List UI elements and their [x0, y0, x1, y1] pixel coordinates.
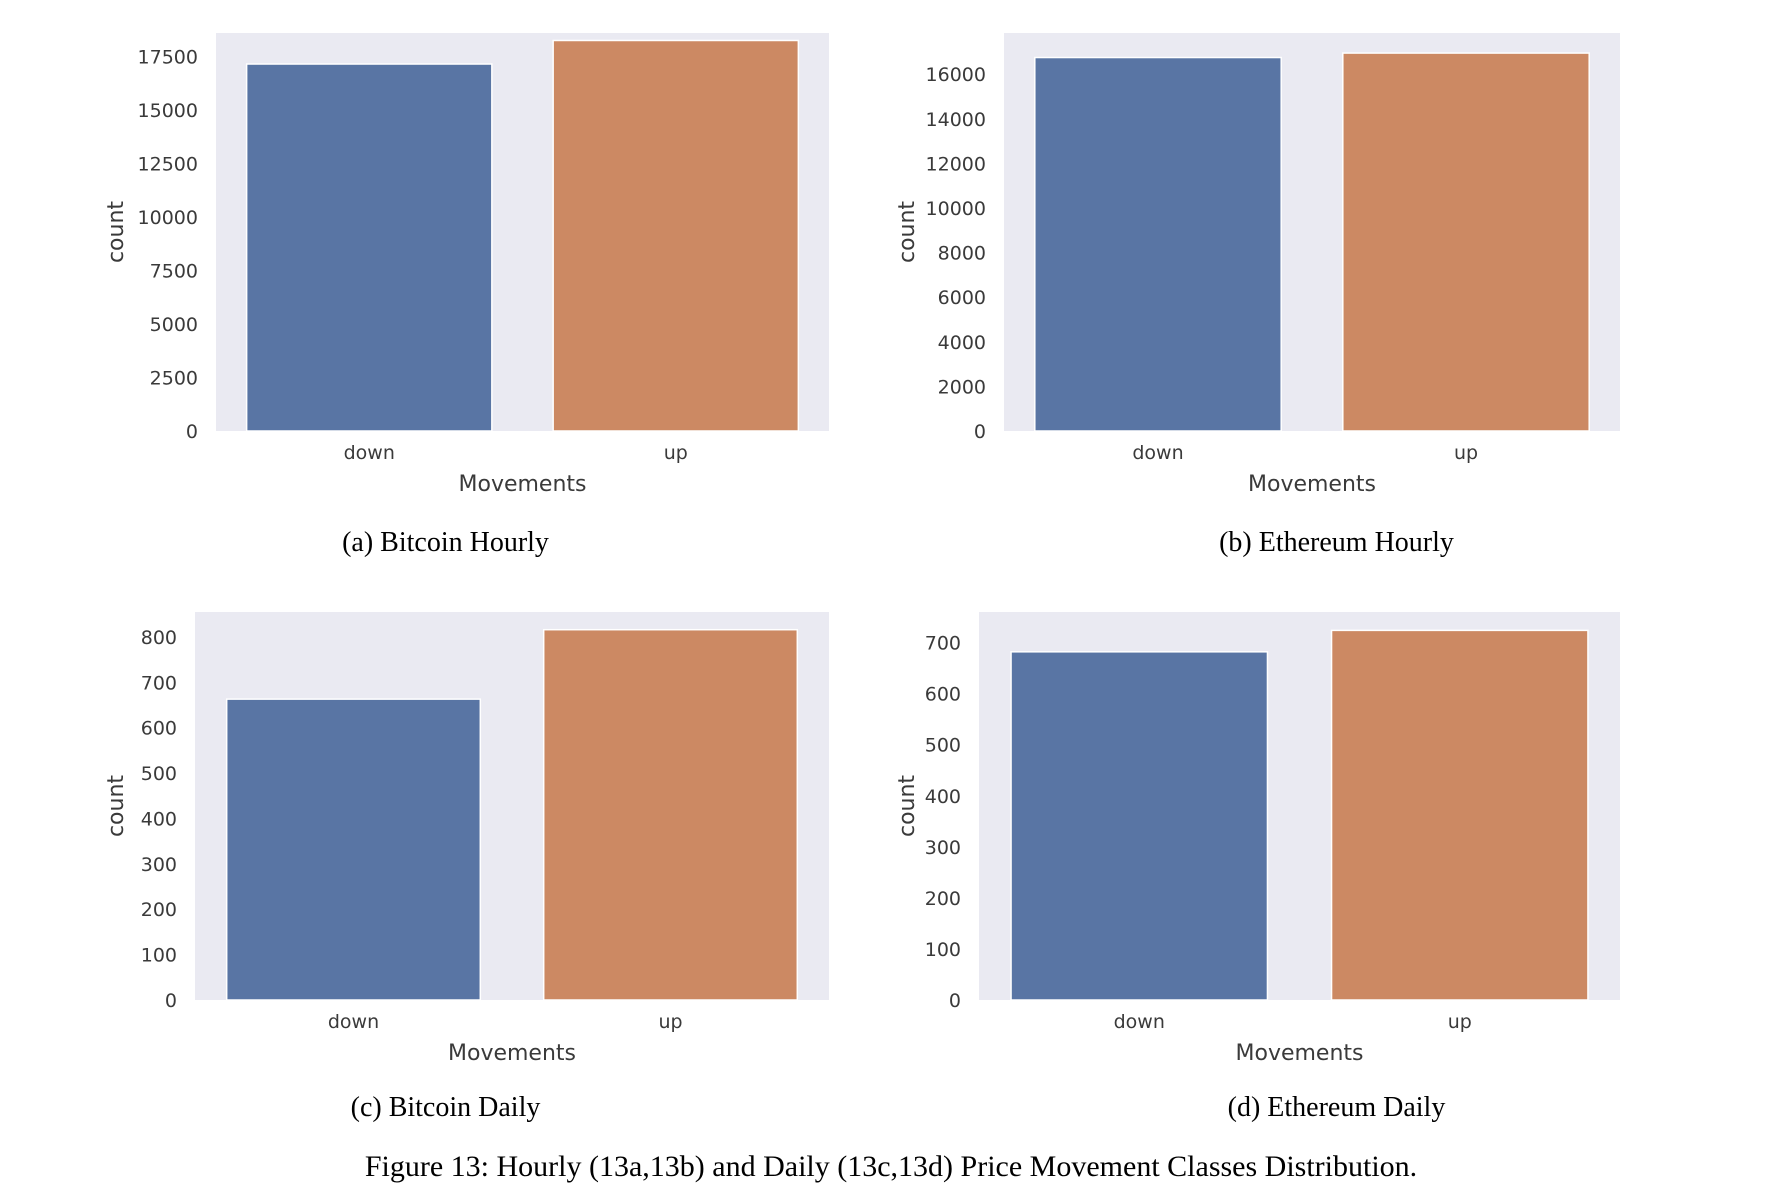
bar-up [542, 628, 799, 1001]
chart-svg-c: down up 0 100 200 300 400 500 600 700 800 Movements… [104, 612, 829, 1066]
y-tick-label: 7500 [150, 261, 198, 283]
y-tick-label: 400 [141, 808, 177, 830]
x-axis-label: Movements [1236, 1041, 1364, 1066]
bar-up [552, 39, 800, 432]
y-tick-label: 14000 [926, 109, 986, 131]
x-axis-label: Movements [448, 1041, 576, 1066]
y-tick-label: 5000 [150, 314, 198, 336]
y-tick-label: 17500 [138, 47, 198, 69]
y-tick-label: 10000 [138, 207, 198, 229]
x-axis-label: Movements [1248, 472, 1376, 497]
y-tick-label: 500 [925, 735, 961, 757]
x-tick-label-down: down [328, 1011, 379, 1033]
y-tick-label: 8000 [938, 243, 986, 265]
x-tick-label-down: down [1132, 442, 1183, 464]
y-tick-label: 300 [141, 854, 177, 876]
y-tick-label: 4000 [938, 332, 986, 354]
caption-b: (b) Ethereum Hourly [1219, 527, 1454, 558]
y-tick-label: 2500 [150, 368, 198, 390]
y-tick-label: 15000 [138, 100, 198, 122]
y-tick-label: 16000 [926, 64, 986, 86]
y-tick-label: 800 [141, 627, 177, 649]
y-tick-label: 12000 [926, 153, 986, 175]
bar-down [245, 63, 493, 432]
y-tick-label: 700 [141, 672, 177, 694]
bar-down [1034, 56, 1282, 432]
chart-panel-bitcoin-daily: down up 0 100 200 300 400 500 600 700 800 Movements… [0, 570, 891, 1140]
y-tick-label: 10000 [926, 198, 986, 220]
bar-up [1342, 52, 1590, 432]
x-axis-label: Movements [459, 472, 587, 497]
chart-panel-ethereum-hourly: down up 0 2000 4000 6000 8000 10000 12000 14000 16… [891, 0, 1782, 570]
chart-svg-d: down up 0 100 200 300 400 500 600 700 Movements cou… [895, 612, 1620, 1066]
y-axis-label: count [104, 775, 129, 837]
y-axis-label: count [104, 201, 129, 263]
x-tick-label-up: up [658, 1011, 682, 1033]
caption-a: (a) Bitcoin Hourly [342, 527, 549, 558]
x-tick-label-down: down [344, 442, 395, 464]
y-tick-label: 400 [925, 786, 961, 808]
y-tick-label: 12500 [138, 154, 198, 176]
y-tick-label: 500 [141, 763, 177, 785]
chart-svg-a: down up 0 2500 5000 7500 10000 12500 15000 17500 M… [104, 33, 829, 497]
figure-caption: Figure 13: Hourly (13a,13b) and Daily (1… [364, 1150, 1418, 1183]
x-tick-label-up: up [1448, 1011, 1472, 1033]
x-tick-label-up: up [1454, 442, 1478, 464]
chart-panel-bitcoin-hourly: down up 0 2500 5000 7500 10000 12500 15000 17500 M… [0, 0, 891, 570]
y-tick-label: 0 [949, 990, 961, 1012]
chart-svg-b: down up 0 2000 4000 6000 8000 10000 12000 14000 16… [895, 33, 1620, 497]
y-tick-label: 2000 [938, 376, 986, 398]
caption-d: (d) Ethereum Daily [1227, 1092, 1446, 1123]
bar-down [225, 698, 482, 1001]
y-tick-label: 600 [141, 718, 177, 740]
y-tick-label: 600 [925, 684, 961, 706]
y-tick-label: 0 [186, 421, 198, 443]
y-tick-label: 100 [141, 945, 177, 967]
y-tick-label: 100 [925, 939, 961, 961]
bar-up [1330, 629, 1589, 1001]
x-tick-label-down: down [1114, 1011, 1165, 1033]
y-tick-label: 0 [974, 421, 986, 443]
y-tick-label: 0 [165, 990, 177, 1012]
y-tick-label: 700 [925, 633, 961, 655]
y-axis-label: count [895, 201, 920, 263]
chart-panel-ethereum-daily: down up 0 100 200 300 400 500 600 700 Movements cou… [891, 570, 1782, 1140]
bar-down [1010, 651, 1269, 1001]
y-tick-label: 200 [925, 888, 961, 910]
caption-c: (c) Bitcoin Daily [350, 1092, 541, 1123]
y-tick-label: 300 [925, 837, 961, 859]
y-tick-label: 200 [141, 899, 177, 921]
x-tick-label-up: up [664, 442, 688, 464]
y-axis-label: count [895, 775, 920, 837]
y-tick-label: 6000 [938, 287, 986, 309]
